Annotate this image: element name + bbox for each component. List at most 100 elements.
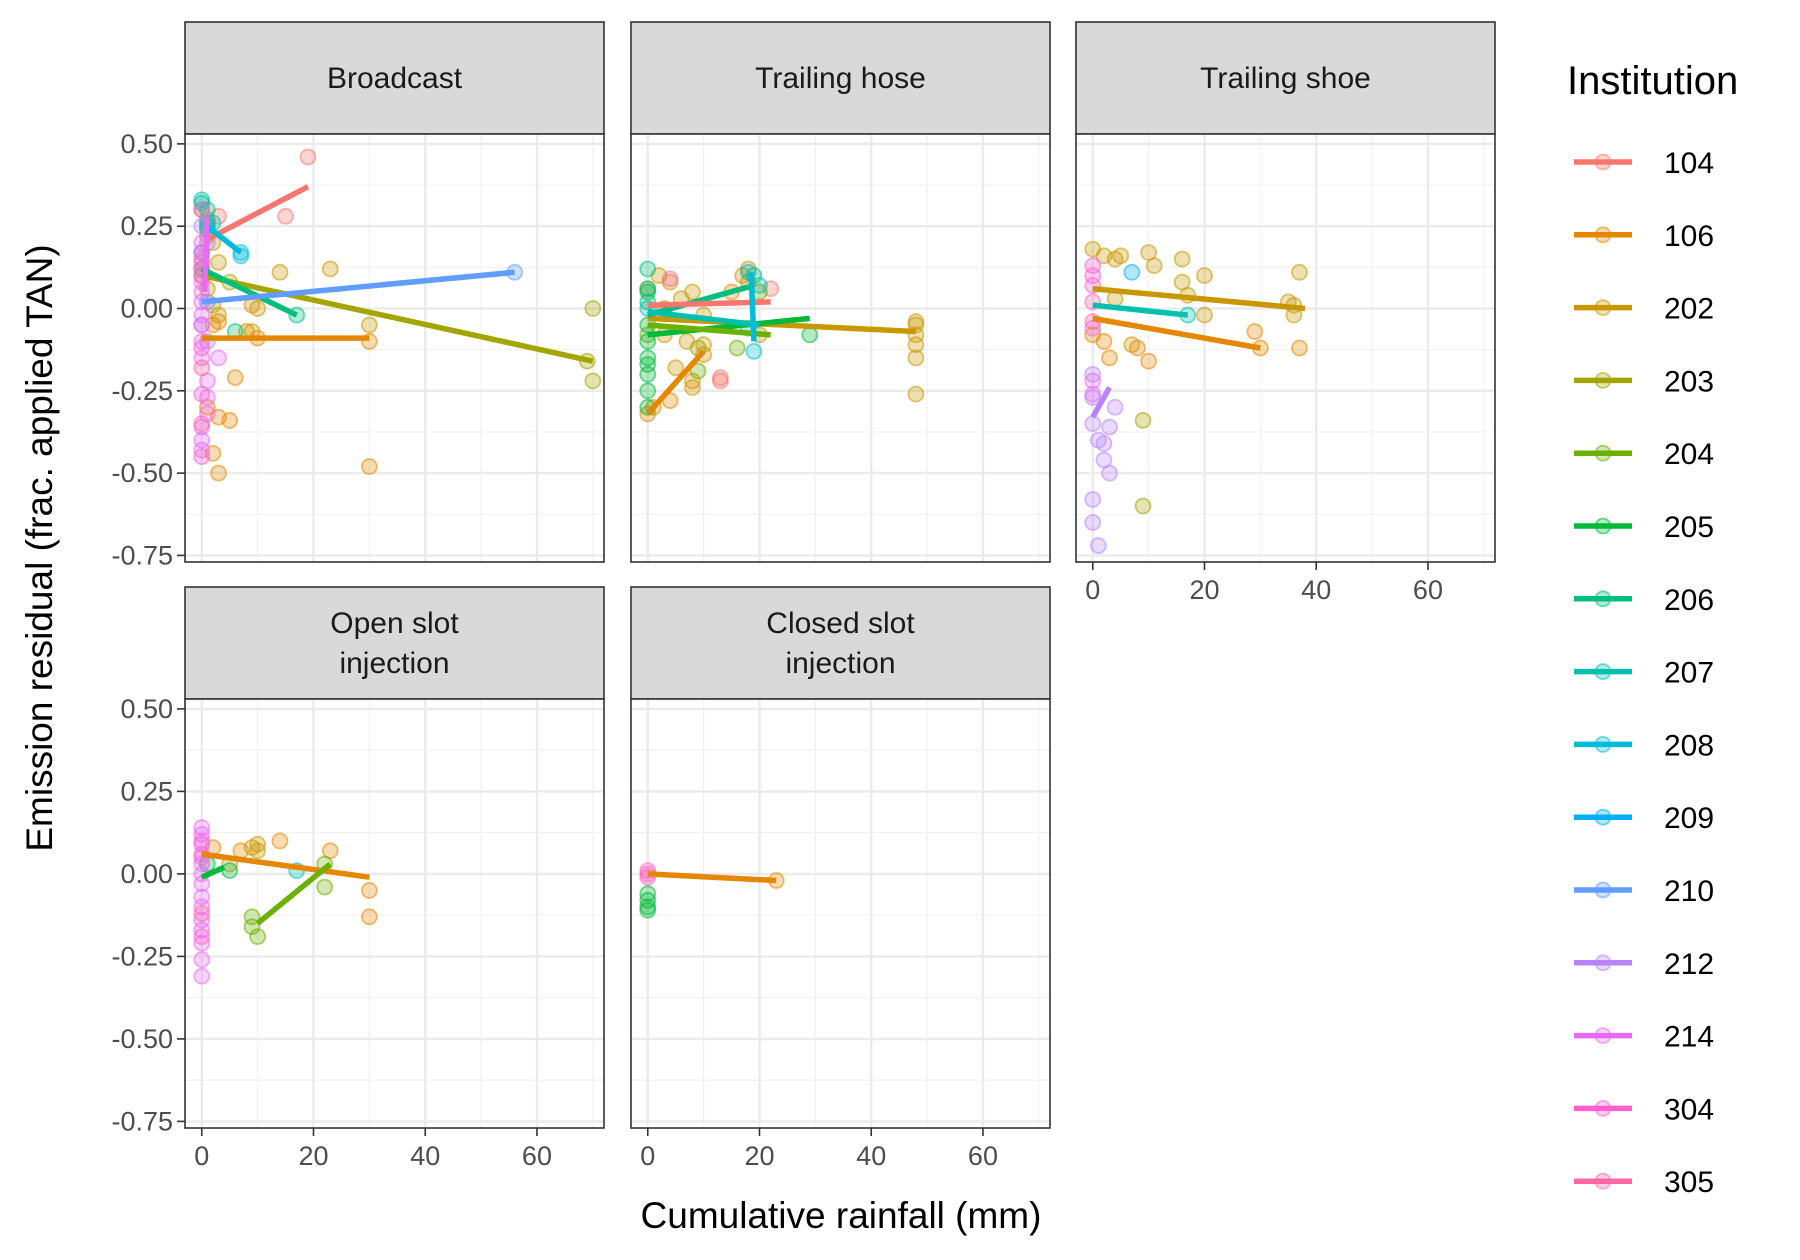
data-point-203 bbox=[584, 372, 602, 390]
data-point-106 bbox=[1101, 349, 1118, 367]
legend-label: 214 bbox=[1664, 1021, 1714, 1054]
data-point-202 bbox=[907, 349, 925, 367]
data-point-202 bbox=[907, 385, 925, 403]
data-point-205 bbox=[639, 356, 657, 373]
data-point-204 bbox=[689, 362, 707, 380]
panel-border bbox=[1075, 133, 1496, 563]
x-tick-label: 40 bbox=[410, 1141, 440, 1171]
legend-item-208: 208 bbox=[1574, 729, 1714, 762]
trend-line-207 bbox=[1092, 302, 1189, 318]
data-point-202 bbox=[249, 300, 267, 317]
panel-trailing-shoe: Trailing shoe 0 20 40 60 bbox=[1075, 21, 1496, 605]
trend-line-205 bbox=[647, 315, 811, 338]
y-axis: 0.50 0.25 0.00 -0.25 -0.50 -0.75 bbox=[111, 129, 185, 570]
legend-label: 210 bbox=[1664, 875, 1714, 908]
legend: 104 106 202 203 204 205 206 207 208 209 210 212 214 3… bbox=[1574, 147, 1714, 1199]
legend-label: 204 bbox=[1664, 438, 1714, 471]
data-point-305 bbox=[193, 905, 211, 922]
trend-line-206 bbox=[200, 266, 298, 318]
y-tick-label: -0.25 bbox=[111, 941, 173, 971]
panel-broadcast: Broadcast 0.50 0.25 0.00 -0.25 -0.50 -0.75 bbox=[111, 21, 605, 570]
x-tick-label: 0 bbox=[640, 1141, 655, 1171]
data-point-214 bbox=[193, 967, 211, 985]
legend-key-point bbox=[1594, 226, 1612, 244]
data-point-212 bbox=[1106, 398, 1124, 416]
legend-key-point bbox=[1594, 444, 1612, 462]
legend-item-214: 214 bbox=[1574, 1021, 1714, 1054]
legend-label: 106 bbox=[1664, 220, 1714, 253]
data-point-209 bbox=[1123, 263, 1141, 281]
trend-line-202 bbox=[647, 315, 917, 335]
x-tick-label: 60 bbox=[968, 1141, 998, 1171]
legend-item-207: 207 bbox=[1574, 657, 1714, 690]
legend-label: 212 bbox=[1664, 948, 1714, 981]
data-point-205 bbox=[221, 862, 239, 879]
legend-label: 209 bbox=[1664, 802, 1714, 835]
data-point-202 bbox=[1112, 247, 1130, 265]
trend-lines-layer bbox=[200, 851, 370, 926]
panel-strip bbox=[184, 586, 605, 700]
legend-key-point bbox=[1594, 1172, 1612, 1190]
data-point-214 bbox=[193, 316, 211, 334]
data-point-202 bbox=[1291, 263, 1308, 281]
data-point-106 bbox=[360, 882, 378, 899]
trend-lines-layer bbox=[645, 272, 917, 416]
x-tick-label: 20 bbox=[298, 1141, 328, 1171]
legend-key-point bbox=[1594, 663, 1612, 680]
legend-item-304: 304 bbox=[1574, 1093, 1714, 1126]
legend-key-point bbox=[1594, 153, 1612, 171]
trend-line-204 bbox=[647, 322, 771, 338]
data-point-206 bbox=[639, 280, 657, 298]
data-point-214 bbox=[193, 441, 211, 459]
trend-line-106 bbox=[645, 349, 706, 416]
data-point-106 bbox=[684, 372, 701, 390]
gridlines bbox=[631, 134, 1050, 562]
y-tick-label: -0.75 bbox=[111, 1106, 173, 1136]
panel-title: Open slot bbox=[330, 607, 459, 640]
gridlines bbox=[185, 134, 604, 562]
trend-line-202 bbox=[1092, 286, 1306, 312]
y-tick-label: 0.50 bbox=[120, 694, 173, 724]
y-tick-label: 0.00 bbox=[120, 859, 173, 889]
data-point-202 bbox=[907, 336, 925, 354]
data-point-212 bbox=[1084, 365, 1102, 383]
points-layer bbox=[193, 819, 378, 985]
trend-lines-layer bbox=[647, 871, 777, 884]
panel-trailing-hose: Trailing hose bbox=[630, 21, 1051, 563]
data-point-208 bbox=[745, 342, 763, 360]
data-point-202 bbox=[321, 260, 339, 278]
data-point-202 bbox=[1145, 257, 1163, 275]
x-tick-label: 40 bbox=[1301, 575, 1331, 605]
legend-title: Institution bbox=[1567, 59, 1738, 103]
panel-border bbox=[630, 133, 1051, 563]
y-tick-label: 0.25 bbox=[120, 211, 173, 241]
legend-key-point bbox=[1594, 808, 1612, 826]
panel-strip bbox=[1075, 21, 1496, 135]
data-point-106 bbox=[226, 369, 244, 387]
data-point-106 bbox=[221, 412, 239, 429]
data-point-106 bbox=[360, 908, 378, 926]
data-point-212 bbox=[1084, 491, 1102, 508]
legend-item-205: 205 bbox=[1574, 511, 1714, 544]
x-axis: 0 20 40 60 bbox=[1085, 562, 1443, 605]
data-point-202 bbox=[360, 316, 378, 334]
trend-line-208 bbox=[748, 272, 757, 342]
trend-line-106 bbox=[647, 871, 777, 884]
x-tick-label: 60 bbox=[1413, 575, 1443, 605]
data-point-202 bbox=[1173, 250, 1191, 268]
data-point-203 bbox=[1134, 412, 1152, 429]
x-tick-label: 0 bbox=[1085, 575, 1100, 605]
data-point-305 bbox=[193, 415, 211, 433]
data-point-106 bbox=[360, 458, 378, 475]
legend-item-202: 202 bbox=[1574, 293, 1714, 326]
panel-title: Trailing shoe bbox=[1200, 62, 1371, 95]
data-point-203 bbox=[584, 300, 602, 317]
y-tick-label: -0.50 bbox=[111, 1024, 173, 1054]
panel-title: Trailing hose bbox=[755, 62, 926, 95]
panel-title: Broadcast bbox=[327, 62, 463, 95]
x-axis: 0 20 40 60 bbox=[640, 1128, 998, 1171]
data-point-106 bbox=[1140, 352, 1158, 370]
legend-label: 203 bbox=[1664, 365, 1714, 398]
legend-label: 304 bbox=[1664, 1093, 1714, 1126]
trend-line-204 bbox=[255, 861, 332, 926]
